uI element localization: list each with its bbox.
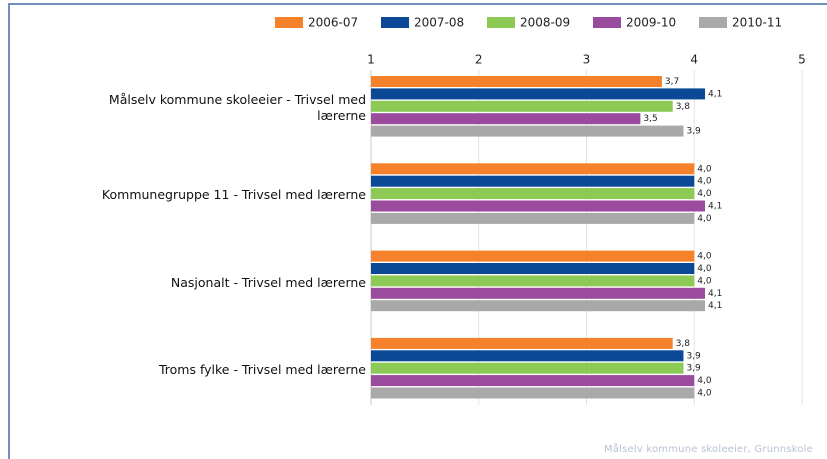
bar (371, 287, 706, 299)
bar (371, 88, 706, 100)
bar (371, 163, 695, 175)
value-label: 4,0 (697, 389, 712, 399)
bar (371, 100, 673, 112)
legend-swatch (593, 17, 621, 28)
value-label: 3,9 (686, 351, 701, 361)
value-label: 4,1 (708, 89, 722, 99)
value-label: 4,0 (697, 264, 712, 274)
value-label: 4,0 (697, 177, 712, 187)
bar (371, 275, 695, 287)
x-tick-label: 2 (475, 53, 483, 67)
bar (371, 387, 695, 399)
value-label: 4,1 (708, 202, 722, 212)
bar (371, 175, 695, 187)
value-label: 3,8 (676, 339, 691, 349)
bar (371, 263, 695, 274)
source-note: Målselv kommune skoleeier, Grunnskole (603, 444, 813, 455)
bar (371, 350, 684, 362)
x-tick-label: 1 (367, 53, 375, 67)
legend-label: 2010-11 (732, 16, 782, 30)
legend-label: 2007-08 (414, 16, 464, 30)
value-label: 4,0 (697, 252, 712, 262)
x-tick-label: 5 (798, 53, 806, 67)
legend-swatch (275, 17, 303, 28)
value-label: 4,0 (697, 276, 712, 286)
bar (371, 188, 695, 200)
frame (8, 3, 827, 459)
bar (371, 300, 706, 312)
legend-swatch (487, 17, 515, 28)
value-label: 4,0 (697, 214, 712, 224)
legend-swatch (699, 17, 727, 28)
bar (371, 250, 695, 262)
legend-label: 2009-10 (626, 16, 676, 30)
bar (371, 362, 684, 374)
bar (371, 113, 641, 125)
value-label: 3,5 (643, 114, 657, 124)
x-tick-label: 3 (583, 53, 591, 67)
legend-swatch (381, 17, 409, 28)
bar (371, 200, 706, 212)
category-label: Nasjonalt - Trivsel med lærerne (170, 274, 366, 290)
value-label: 3,8 (676, 102, 691, 112)
value-label: 3,7 (665, 77, 679, 87)
legend-label: 2006-07 (308, 16, 358, 30)
category-label: Målselv kommune skoleeier - Trivsel med … (108, 92, 366, 123)
x-tick-label: 4 (690, 53, 698, 67)
value-label: 3,9 (686, 127, 701, 137)
bar (371, 375, 695, 387)
bar (371, 76, 662, 87)
legend-label: 2008-09 (520, 16, 570, 30)
value-label: 3,9 (686, 364, 701, 374)
value-label: 4,0 (697, 189, 712, 199)
value-label: 4,1 (708, 301, 722, 311)
bar (371, 212, 695, 224)
value-label: 4,0 (697, 164, 712, 174)
value-label: 4,0 (697, 376, 712, 386)
bar (371, 337, 673, 349)
value-label: 4,1 (708, 289, 722, 299)
bar (371, 125, 684, 137)
category-label: Kommunegruppe 11 - Trivsel med lærerne (101, 187, 366, 203)
category-label: Troms fylke - Trivsel med lærerne (158, 361, 366, 377)
